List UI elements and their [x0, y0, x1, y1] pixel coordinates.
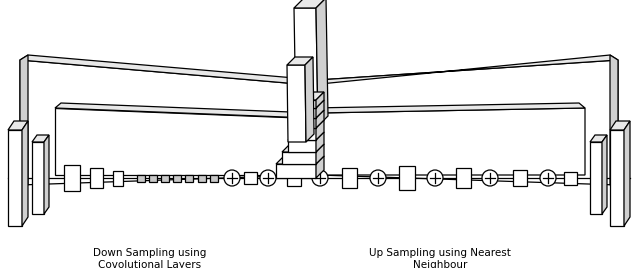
Polygon shape — [342, 168, 356, 188]
Polygon shape — [276, 164, 316, 178]
Polygon shape — [8, 130, 22, 226]
Polygon shape — [316, 100, 324, 118]
Circle shape — [370, 170, 386, 186]
Polygon shape — [399, 166, 415, 190]
Polygon shape — [316, 0, 328, 126]
Polygon shape — [294, 8, 318, 126]
Polygon shape — [590, 142, 602, 214]
Polygon shape — [113, 170, 123, 185]
Polygon shape — [8, 121, 28, 130]
Polygon shape — [288, 132, 324, 140]
Polygon shape — [64, 165, 80, 191]
Polygon shape — [287, 65, 306, 142]
Polygon shape — [298, 110, 324, 118]
Polygon shape — [32, 142, 44, 214]
Polygon shape — [318, 108, 585, 175]
Polygon shape — [282, 152, 316, 164]
Polygon shape — [161, 174, 169, 181]
Polygon shape — [149, 174, 157, 181]
Polygon shape — [294, 0, 326, 8]
Polygon shape — [173, 174, 181, 181]
Polygon shape — [316, 132, 324, 152]
Polygon shape — [210, 174, 218, 181]
Circle shape — [540, 170, 556, 186]
Polygon shape — [20, 55, 28, 185]
Polygon shape — [302, 108, 316, 118]
Polygon shape — [294, 128, 316, 140]
Polygon shape — [306, 92, 324, 100]
Polygon shape — [294, 120, 324, 128]
Polygon shape — [137, 174, 145, 181]
Polygon shape — [44, 135, 49, 214]
Polygon shape — [287, 170, 301, 186]
Polygon shape — [287, 57, 313, 65]
Polygon shape — [305, 57, 314, 142]
Polygon shape — [55, 108, 310, 175]
Polygon shape — [316, 144, 324, 164]
Polygon shape — [316, 92, 324, 108]
Polygon shape — [590, 135, 607, 142]
Circle shape — [427, 170, 443, 186]
Circle shape — [224, 170, 240, 186]
Polygon shape — [185, 174, 193, 181]
Polygon shape — [602, 135, 607, 214]
Text: Up Sampling using Nearest
Neighbour: Up Sampling using Nearest Neighbour — [369, 248, 511, 268]
Polygon shape — [610, 121, 630, 130]
Polygon shape — [20, 55, 318, 85]
Polygon shape — [20, 60, 310, 185]
Polygon shape — [298, 118, 316, 128]
Circle shape — [482, 170, 498, 186]
Polygon shape — [282, 144, 324, 152]
Polygon shape — [243, 172, 257, 184]
Polygon shape — [624, 121, 630, 226]
Text: Down Sampling using
Covolutional Layers: Down Sampling using Covolutional Layers — [93, 248, 207, 268]
Polygon shape — [563, 172, 577, 184]
Polygon shape — [456, 168, 470, 188]
Circle shape — [312, 170, 328, 186]
Polygon shape — [316, 120, 324, 140]
Polygon shape — [288, 140, 316, 152]
Polygon shape — [198, 174, 206, 181]
Polygon shape — [316, 156, 324, 178]
Circle shape — [260, 170, 276, 186]
Polygon shape — [90, 168, 102, 188]
Polygon shape — [513, 170, 527, 186]
Polygon shape — [22, 121, 28, 226]
Polygon shape — [610, 130, 624, 226]
Polygon shape — [610, 55, 618, 185]
Polygon shape — [312, 103, 585, 113]
Polygon shape — [32, 135, 49, 142]
Polygon shape — [306, 100, 316, 108]
Polygon shape — [310, 55, 618, 85]
Polygon shape — [316, 110, 324, 128]
Polygon shape — [55, 103, 316, 118]
Polygon shape — [276, 156, 324, 164]
Polygon shape — [302, 100, 324, 108]
Polygon shape — [318, 60, 618, 185]
